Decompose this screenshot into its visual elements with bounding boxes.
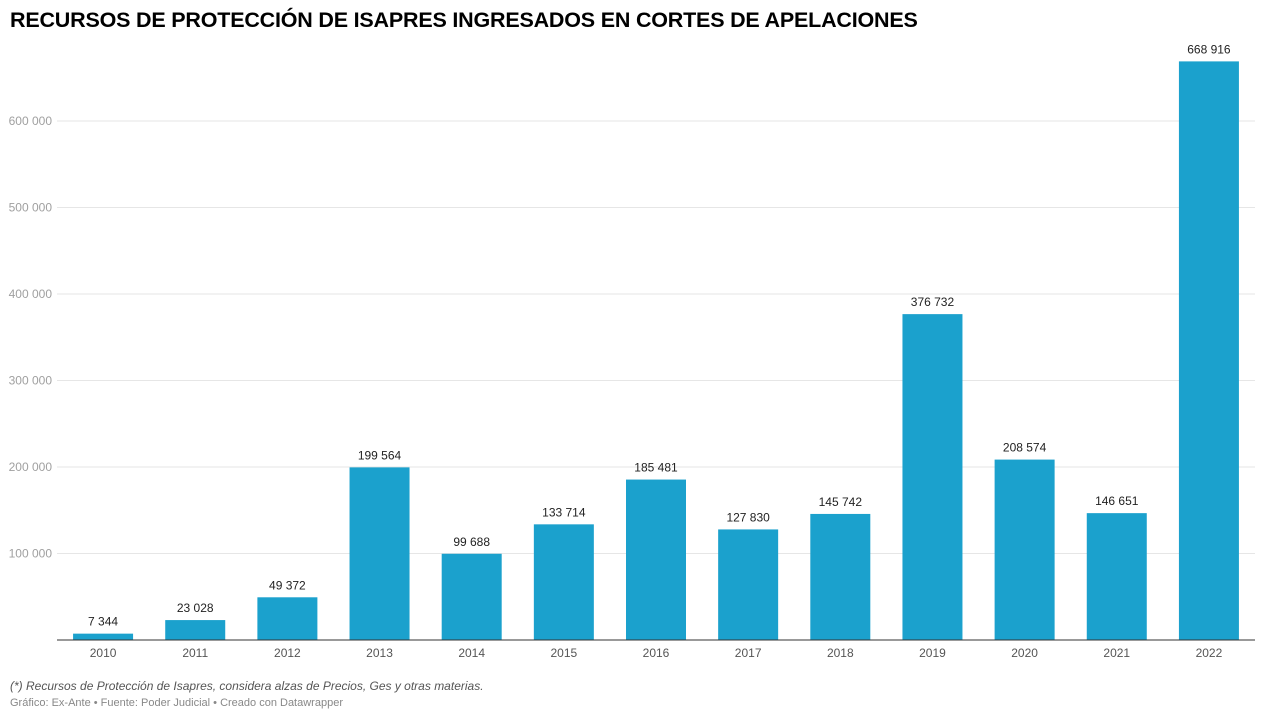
y-tick-label: 600 000 — [9, 114, 53, 128]
bar-2012 — [257, 597, 318, 640]
x-tick-label-2012: 2012 — [274, 646, 301, 660]
x-tick-label-2022: 2022 — [1196, 646, 1223, 660]
bar-2017 — [718, 529, 779, 640]
x-tick-label-2016: 2016 — [643, 646, 670, 660]
x-tick-label-2010: 2010 — [90, 646, 117, 660]
data-label-2019: 376 732 — [911, 295, 955, 309]
data-label-2015: 133 714 — [542, 505, 586, 519]
bar-2015 — [533, 524, 594, 640]
bar-2014 — [441, 553, 502, 640]
x-tick-label-2019: 2019 — [919, 646, 946, 660]
x-tick-label-2021: 2021 — [1103, 646, 1130, 660]
x-tick-label-2017: 2017 — [735, 646, 762, 660]
bar-2018 — [810, 513, 871, 640]
y-axis-ticks: 100 000 200 000 300 000 400 000 500 000 600 0… — [9, 114, 53, 561]
data-label-2016: 185 481 — [634, 461, 678, 475]
data-label-2013: 199 564 — [358, 448, 402, 462]
x-tick-label-2020: 2020 — [1011, 646, 1038, 660]
data-label-2017: 127 830 — [726, 510, 770, 524]
data-label-2022: 668 916 — [1187, 42, 1231, 56]
data-label-2021: 146 651 — [1095, 494, 1139, 508]
data-label-2014: 99 688 — [453, 535, 490, 549]
y-tick-label: 300 000 — [9, 374, 53, 388]
x-tick-label-2014: 2014 — [458, 646, 485, 660]
x-tick-label-2013: 2013 — [366, 646, 393, 660]
bars — [73, 61, 1239, 641]
data-label-2011: 23 028 — [177, 601, 214, 615]
y-tick-label: 200 000 — [9, 460, 53, 474]
bar-2013 — [349, 467, 410, 640]
y-tick-label: 100 000 — [9, 547, 53, 561]
bar-2016 — [626, 479, 686, 640]
y-tick-label: 500 000 — [9, 201, 53, 215]
data-labels: 7 344 23 028 49 372 199 564 99 688 133 714 185… — [88, 42, 1231, 628]
data-label-2012: 49 372 — [269, 578, 306, 592]
bar-2010 — [73, 633, 134, 640]
bar-2020 — [994, 459, 1055, 640]
bar-2021 — [1086, 513, 1147, 640]
data-label-2010: 7 344 — [88, 615, 118, 629]
chart-title: RECURSOS DE PROTECCIÓN DE ISAPRES INGRES… — [10, 8, 918, 32]
bar-2019 — [902, 314, 963, 640]
data-label-2020: 208 574 — [1003, 441, 1047, 455]
data-label-2018: 145 742 — [819, 495, 863, 509]
x-tick-label-2015: 2015 — [550, 646, 577, 660]
chart-note: (*) Recursos de Protección de Isapres, c… — [10, 679, 484, 693]
x-axis-ticks: 2010 2011 2012 2013 2014 2015 2016 2017 2018 2019… — [90, 646, 1223, 660]
chart-source: Gráfico: Ex-Ante • Fuente: Poder Judicia… — [10, 697, 343, 709]
bar-2022 — [1178, 61, 1239, 641]
x-tick-label-2018: 2018 — [827, 646, 854, 660]
x-tick-label-2011: 2011 — [182, 646, 208, 660]
bar-2011 — [165, 620, 226, 640]
gridlines — [57, 120, 1255, 554]
y-tick-label: 400 000 — [9, 287, 53, 301]
